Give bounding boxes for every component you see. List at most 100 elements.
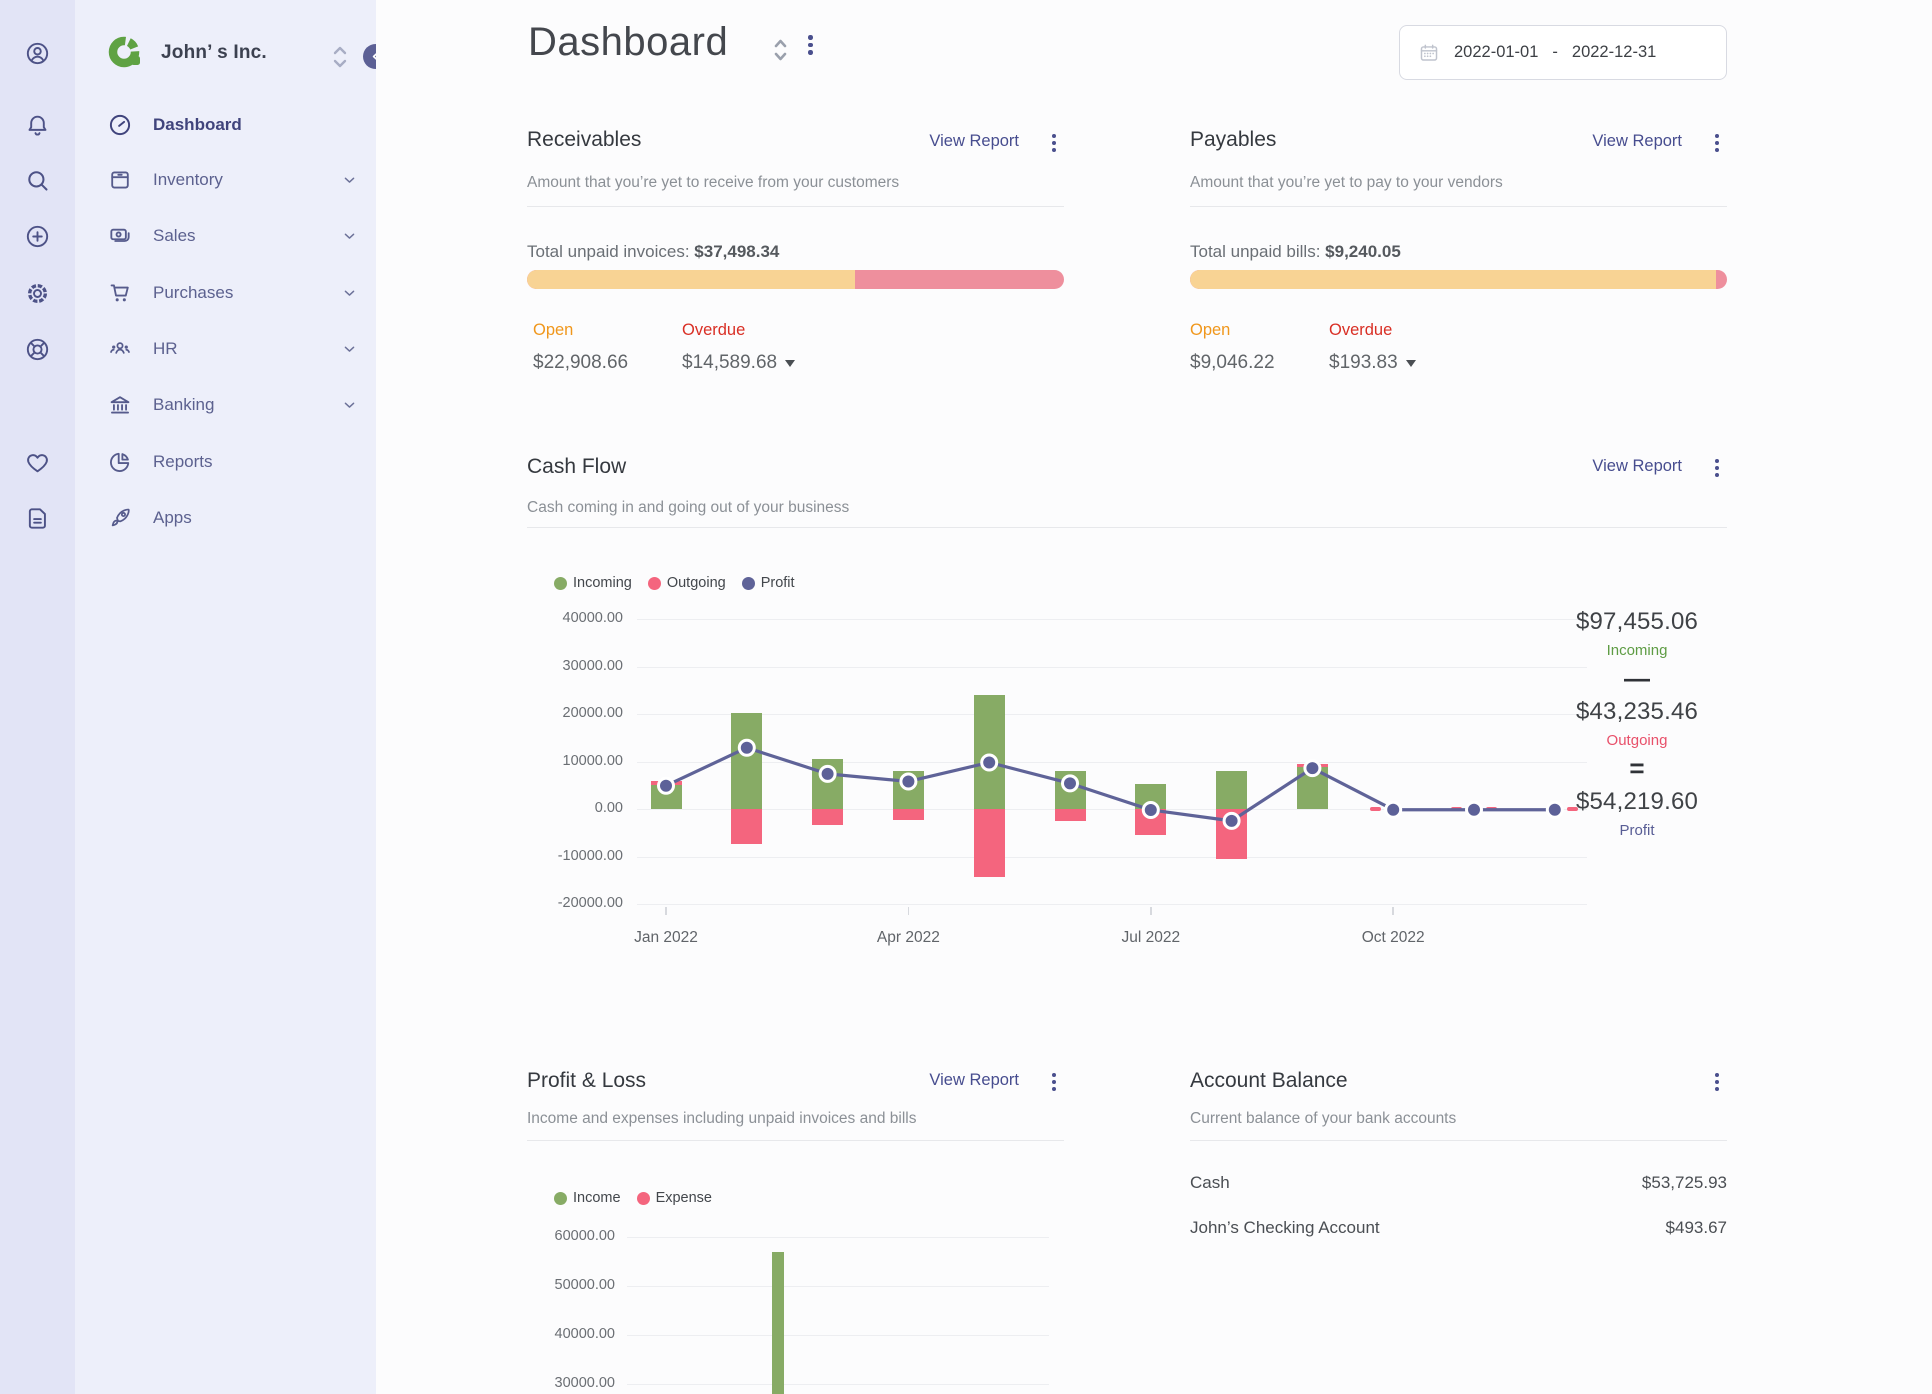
outgoing-dash — [1370, 807, 1382, 811]
support-lifering-icon[interactable] — [24, 336, 51, 363]
profit-point — [1222, 811, 1241, 830]
x-axis-tick: Jan 2022 — [634, 929, 698, 946]
card-menu-kebab-icon[interactable] — [1052, 134, 1056, 152]
hr-people-icon — [107, 336, 133, 362]
title-sort-icon[interactable] — [772, 36, 789, 64]
y-axis-tick: 20000.00 — [562, 705, 623, 721]
payables-card: Payables View Report Amount that you’re … — [1190, 118, 1727, 388]
legend-profit: Profit — [741, 575, 795, 591]
overdue-value[interactable]: $193.83 — [1329, 352, 1416, 374]
sidebar-item-label: Reports — [153, 452, 213, 471]
profit-dot-icon — [741, 576, 755, 590]
x-axis-tickmark — [907, 907, 910, 915]
company-name: John’ s Inc. — [161, 42, 267, 63]
icon-rail — [0, 0, 75, 1394]
card-menu-kebab-icon[interactable] — [1715, 134, 1719, 152]
cash-flow-chart — [637, 619, 1587, 915]
profit-loss-card: Profit & Loss View Report Income and exp… — [527, 1057, 1064, 1394]
equals-sign: = — [1629, 753, 1645, 783]
card-title: Account Balance — [1190, 1069, 1348, 1092]
sidebar-item-reports[interactable]: Reports — [107, 447, 357, 477]
sidebar-item-purchases[interactable]: Purchases — [107, 278, 357, 308]
chevron-down-icon — [344, 290, 355, 296]
gridline — [627, 1335, 1049, 1336]
card-menu-kebab-icon[interactable] — [1715, 459, 1719, 477]
sidebar-item-inventory[interactable]: Inventory — [107, 165, 357, 195]
notifications-bell-icon[interactable] — [24, 112, 51, 139]
x-axis-tick: Jul 2022 — [1121, 929, 1181, 946]
open-value: $22,908.66 — [533, 352, 629, 373]
y-axis-tick: 40000.00 — [554, 1326, 615, 1342]
view-report-link[interactable]: View Report — [1592, 457, 1682, 475]
chevron-down-icon — [344, 346, 355, 352]
view-report-link[interactable]: View Report — [929, 132, 1019, 150]
outgoing-bar — [812, 809, 844, 825]
legend-expense: Expense — [636, 1190, 712, 1206]
sales-money-icon — [107, 223, 133, 249]
view-report-link[interactable]: View Report — [1592, 132, 1682, 150]
profit-point — [980, 753, 999, 772]
date-range-picker[interactable]: 2022-01-01 - 2022-12-31 — [1399, 25, 1727, 80]
documents-icon[interactable] — [24, 505, 51, 532]
y-axis-tick: 60000.00 — [554, 1228, 615, 1244]
cash-flow-card: Cash Flow View Report Cash coming in and… — [527, 443, 1727, 1003]
overdue-value[interactable]: $14,589.68 — [682, 352, 796, 374]
view-report-link[interactable]: View Report — [929, 1071, 1019, 1089]
chevron-down-icon — [344, 402, 355, 408]
profit-point — [1545, 800, 1564, 819]
profit-point — [899, 772, 918, 791]
overdue-dropdown-caret-icon[interactable] — [785, 359, 796, 367]
y-axis-tick: 40000.00 — [562, 610, 623, 626]
expense-dot-icon — [636, 1191, 650, 1205]
cash-flow-summary: $97,455.06 Incoming — $43,235.46 Outgoin… — [1547, 608, 1727, 839]
profit-loss-legend: Income Expense — [554, 1190, 712, 1206]
open-label: Open — [1190, 321, 1231, 339]
company-logo-icon — [108, 36, 140, 68]
profile-icon[interactable] — [24, 40, 51, 67]
card-title: Receivables — [527, 128, 642, 151]
date-separator: - — [1552, 43, 1558, 61]
dashboard-menu-kebab-icon[interactable] — [808, 35, 813, 55]
sidebar-item-label: Dashboard — [153, 115, 242, 134]
sidebar-item-dashboard[interactable]: Dashboard — [107, 110, 357, 140]
company-switcher[interactable]: John’ s Inc. — [107, 34, 267, 72]
outgoing-bar — [731, 809, 763, 845]
sidebar-item-label: HR — [153, 339, 178, 358]
gridline — [637, 714, 1587, 715]
divider — [1190, 1140, 1727, 1141]
card-title: Cash Flow — [527, 455, 627, 478]
gridline — [627, 1384, 1049, 1385]
overdue-dropdown-caret-icon[interactable] — [1405, 359, 1416, 367]
profit-point — [657, 776, 675, 795]
sidebar-item-hr[interactable]: HR — [107, 334, 357, 364]
gridline — [627, 1237, 1049, 1238]
card-menu-kebab-icon[interactable] — [1052, 1073, 1056, 1091]
main-content: Dashboard 2022-01-01 - 2022-12-31 Receiv… — [376, 0, 1932, 1394]
account-row-cash: Cash $53,725.93 — [1190, 1173, 1727, 1192]
profit-point — [1141, 800, 1160, 819]
sidebar-item-label: Banking — [153, 395, 215, 414]
favorites-heart-icon[interactable] — [24, 449, 51, 476]
sidebar-item-banking[interactable]: Banking — [107, 390, 357, 420]
create-plus-icon[interactable] — [24, 223, 51, 250]
y-axis-tick: 30000.00 — [554, 1375, 615, 1391]
overdue-label: Overdue — [1329, 321, 1393, 339]
card-menu-kebab-icon[interactable] — [1715, 1073, 1719, 1091]
settings-gear-icon[interactable] — [24, 280, 51, 307]
profit-total: $54,219.60 — [1575, 788, 1699, 815]
gridline — [637, 809, 1587, 810]
gridline — [637, 761, 1587, 763]
incoming-bar — [650, 785, 682, 809]
sidebar-item-apps[interactable]: Apps — [107, 503, 357, 533]
company-sort-icon[interactable] — [332, 44, 348, 70]
gridline — [637, 856, 1587, 858]
x-axis-tick: Apr 2022 — [876, 929, 940, 946]
sidebar-item-label: Apps — [153, 508, 192, 527]
chevron-down-icon — [344, 177, 355, 183]
search-icon[interactable] — [24, 167, 51, 194]
y-axis-tick: 30000.00 — [562, 657, 623, 674]
card-subtitle: Cash coming in and going out of your bus… — [527, 499, 850, 516]
sidebar-item-sales[interactable]: Sales — [107, 221, 357, 251]
incoming-total: $97,455.06 — [1575, 608, 1699, 635]
divider — [527, 206, 1064, 207]
